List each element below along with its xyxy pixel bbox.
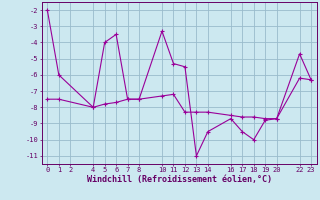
X-axis label: Windchill (Refroidissement éolien,°C): Windchill (Refroidissement éolien,°C) bbox=[87, 175, 272, 184]
